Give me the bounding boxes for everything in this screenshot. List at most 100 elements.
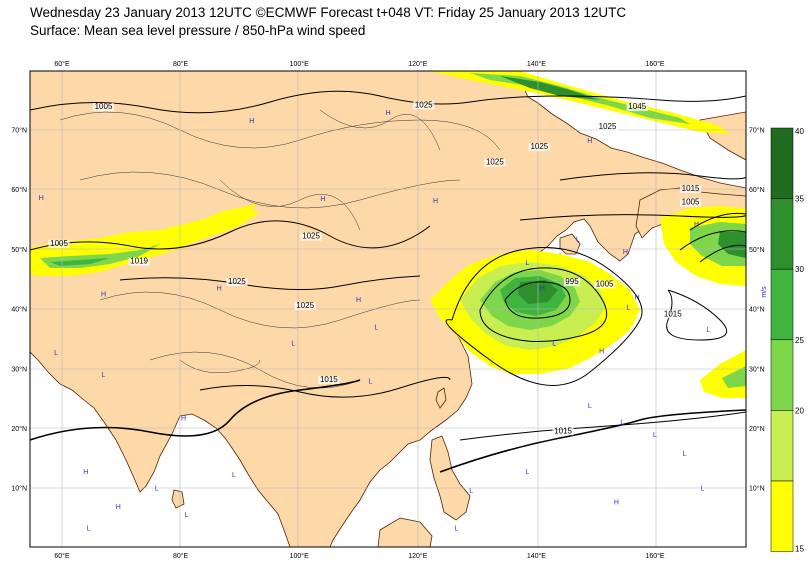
wind-band-north-inner <box>470 73 690 124</box>
lon-label-bottom: 100°E <box>290 552 309 560</box>
isobar-label-bg <box>679 198 702 207</box>
high-pressure-marker: H <box>101 292 106 299</box>
high-pressure-marker: H <box>694 222 699 229</box>
isobar-label: 1025 <box>415 100 433 109</box>
lat-label-left: 60°N <box>11 186 27 194</box>
low-pressure-marker: L <box>526 469 530 476</box>
colorbar-label: 20 <box>795 406 804 415</box>
low-pressure-marker: L <box>700 486 704 493</box>
high-pressure-marker: H <box>386 110 391 117</box>
isobar-label: 1015 <box>682 184 700 193</box>
lon-label-top: 100°E <box>290 60 309 68</box>
terrain-contours <box>59 109 501 389</box>
lat-label-left: 20°N <box>11 425 27 433</box>
low-pressure-marker: L <box>653 432 657 439</box>
isobar-label: 1019 <box>130 257 148 266</box>
isobar-label-bg <box>484 158 506 167</box>
isobar-label-bg <box>552 427 574 436</box>
latitude-labels-right: 70°N 60°N 50°N 40°N 30°N 20°N 10°N <box>749 127 765 493</box>
colorbar-label: 15 <box>795 545 804 554</box>
low-pressure-marker: L <box>185 512 189 519</box>
isobar-label: 1045 <box>628 102 646 111</box>
lat-label-right: 70°N <box>749 127 765 135</box>
high-pressure-marker: H <box>614 499 619 506</box>
low-pressure-marker: L <box>576 237 580 244</box>
lon-label-top: 140°E <box>527 60 546 68</box>
isobar-label-bg <box>679 184 702 193</box>
low-pressure-marker: L <box>368 379 372 386</box>
isobar-label: 1025 <box>486 158 504 167</box>
high-pressure-marker: H <box>217 286 222 293</box>
isobar-label-bg <box>300 232 322 241</box>
isobar-label: 1005 <box>50 239 68 248</box>
colorbar-segment <box>770 268 794 341</box>
high-pressure-marker: H <box>433 198 438 205</box>
wind-band-north-core <box>500 76 600 100</box>
wind-se-patch-inner <box>722 366 746 388</box>
colorbar-segment <box>770 410 794 482</box>
low-pressure-marker: L <box>552 341 556 348</box>
isobar-label: 1005 <box>682 198 700 207</box>
colorbar-label: 35 <box>795 195 804 204</box>
isobar-label-bg <box>226 278 248 287</box>
lat-label-left: 40°N <box>11 306 27 314</box>
high-pressure-marker: H <box>181 416 186 423</box>
lat-label-right: 20°N <box>749 425 765 433</box>
low-pressure-marker: L <box>588 403 592 410</box>
low-pressure-marker: L <box>626 305 630 312</box>
high-pressure-marker: H <box>249 118 254 125</box>
lon-label-bottom: 80°E <box>173 552 189 560</box>
low-pressure-marker: L <box>683 451 687 458</box>
high-pressure-marker: H <box>356 297 361 304</box>
longitude-labels-top: 60°E 80°E 100°E 120°E 140°E 160°E <box>54 60 665 68</box>
lat-label-left: 70°N <box>11 127 27 135</box>
isobar-labels: 1005 1025 1045 1025 1025 1025 1015 1005 1005 1019… <box>48 100 702 436</box>
isobar-label: 1005 <box>95 102 113 111</box>
isobar-label-bg <box>128 257 150 266</box>
isobar-1015 <box>30 379 746 473</box>
lon-label-top: 160°E <box>645 60 664 68</box>
lon-label-top: 120°E <box>408 60 427 68</box>
lon-label-bottom: 60°E <box>54 552 70 560</box>
low-pressure-marker: L <box>620 419 624 426</box>
high-pressure-marker: H <box>587 138 592 145</box>
colorbar-label: 25 <box>795 336 804 345</box>
isobar-label-bg <box>318 375 340 384</box>
map-frame <box>29 70 747 548</box>
wind-band-west-core <box>50 258 110 266</box>
isobar-label: 1015 <box>320 375 338 384</box>
high-pressure-marker: H <box>83 469 88 476</box>
colorbar-segment <box>770 198 794 270</box>
low-pressure-marker: L <box>374 324 378 331</box>
colorbar-segment <box>770 127 794 199</box>
low-pressure-marker: L <box>87 526 91 533</box>
lat-label-right: 10°N <box>749 485 765 493</box>
low-pressure-marker: L <box>526 260 530 267</box>
land-taiwan <box>435 387 447 409</box>
high-pressure-marker: H <box>116 504 121 511</box>
isobar-label: 1025 <box>296 301 314 310</box>
isobar-label: 1015 <box>664 309 682 318</box>
low-pressure-marker: L <box>469 488 473 495</box>
low-pressure-marker: L <box>454 526 458 533</box>
lon-label-bottom: 120°E <box>408 552 427 560</box>
isobar-label: 1025 <box>530 142 548 151</box>
high-pressure-marker: H <box>599 348 604 355</box>
colorbar-label: 40 <box>795 127 804 136</box>
colorbar-label: 30 <box>795 265 804 274</box>
low-pressure-marker: L <box>706 327 710 334</box>
low-pressure-marker: L <box>102 372 106 379</box>
isobar-label: 1025 <box>599 122 617 131</box>
isobar-label-bg <box>662 310 684 319</box>
isobar-label-bg <box>528 143 550 152</box>
lat-label-right: 60°N <box>749 186 765 194</box>
high-pressure-marker: H <box>320 196 325 203</box>
land-borneo <box>377 517 433 547</box>
high-pressure-marker: H <box>635 295 640 302</box>
lat-label-left: 30°N <box>11 365 27 373</box>
isobars <box>30 90 746 441</box>
isobar-label-bg <box>413 101 435 110</box>
colorbar-segment <box>770 480 794 552</box>
high-pressure-marker: H <box>540 286 545 293</box>
